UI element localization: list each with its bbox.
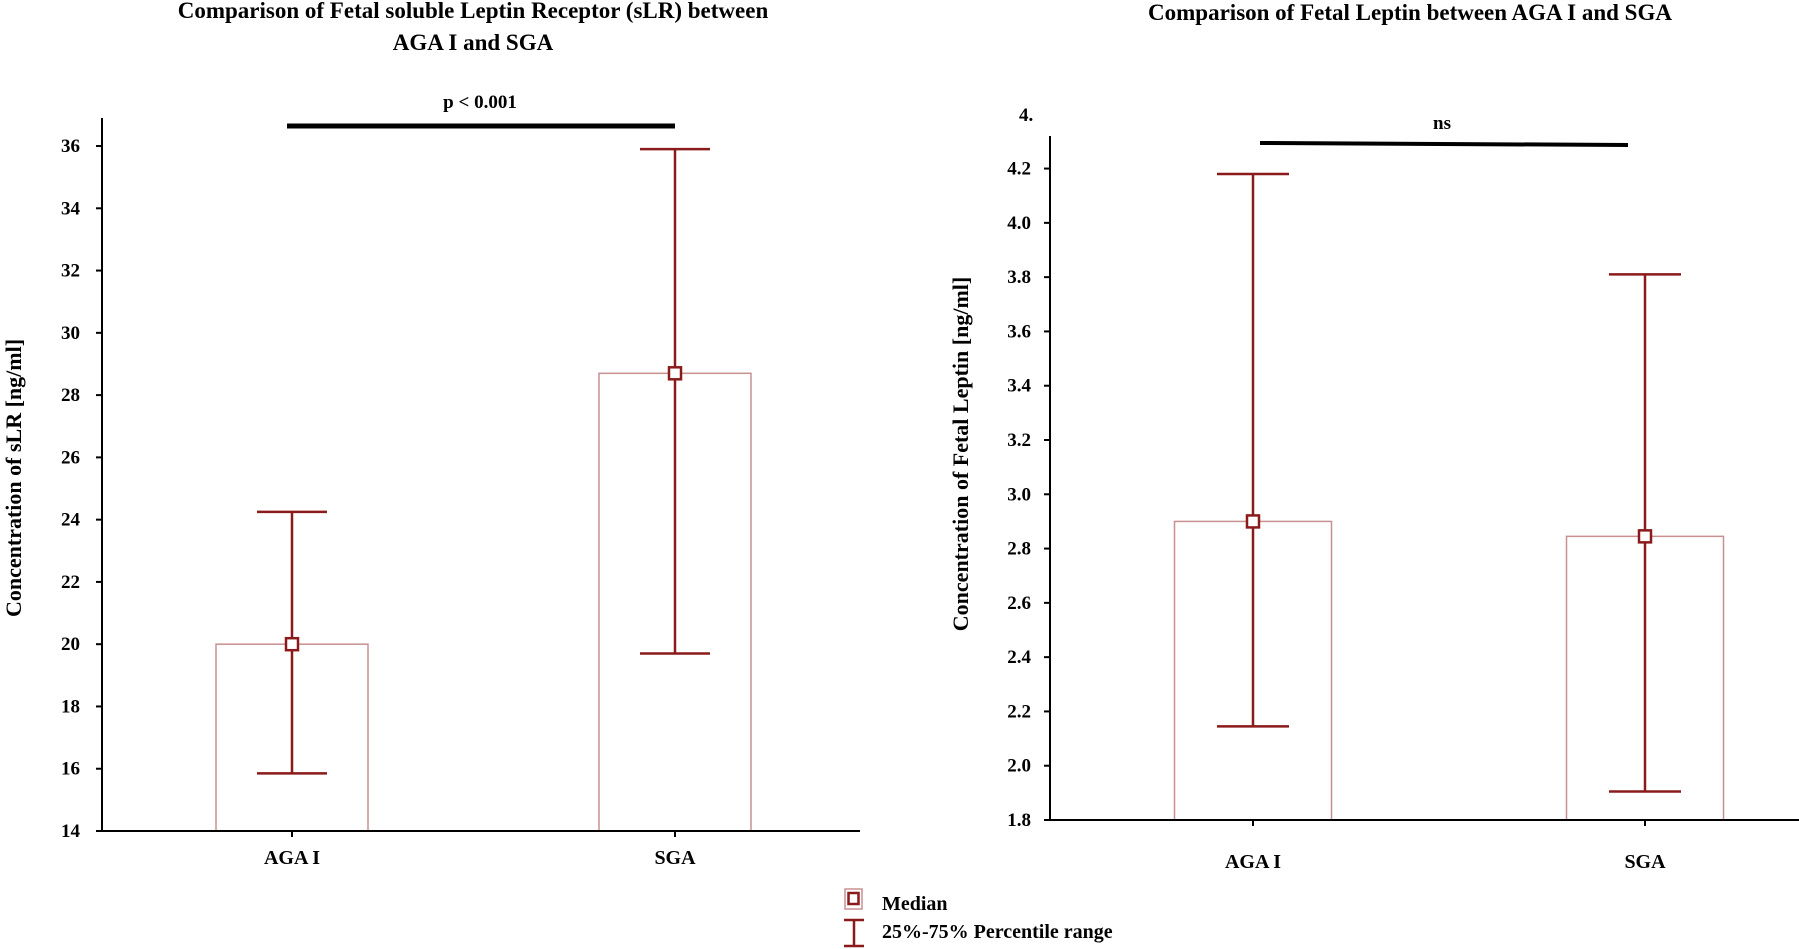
- chart-leptin-y-tick-label-2: 2.2: [1007, 701, 1031, 722]
- legend-range-label: 25%-75% Percentile range: [882, 921, 1113, 943]
- chart-leptin-y-tick-label-1: 2.0: [1007, 756, 1031, 777]
- chart-leptin-y-tick-label-0: 1.8: [1007, 810, 1031, 831]
- chart-leptin-y-tick-label-6: 3.0: [1007, 484, 1031, 505]
- chart-slr-title-line-2: AGA I and SGA: [393, 30, 554, 55]
- chart-leptin-median-marker-1: [1637, 529, 1653, 544]
- chart-slr-y-tick-label-8: 30: [61, 323, 80, 344]
- chart-leptin-y-tick-label-11: 4.0: [1007, 213, 1031, 234]
- chart-leptin-y-axis-label: Concentration of Fetal Leptin [ng/ml]: [948, 277, 973, 631]
- chart-leptin-y-tick-label-10: 3.8: [1007, 267, 1031, 288]
- chart-leptin-y-tick-label-7: 3.2: [1007, 430, 1031, 451]
- chart-leptin: Comparison of Fetal Leptin between AGA I…: [948, 0, 1799, 873]
- chart-slr-y-tick-label-5: 24: [61, 510, 81, 531]
- chart-slr-y-tick-label-6: 26: [61, 447, 80, 468]
- chart-leptin-significance-bar: [1259, 141, 1629, 147]
- chart-leptin-y-tick-label-9: 3.6: [1007, 321, 1031, 342]
- chart-slr-y-tick-label-9: 32: [61, 261, 80, 282]
- chart-leptin-median-marker-0: [1245, 514, 1261, 529]
- chart-slr-title-line-1: Comparison of Fetal soluble Leptin Recep…: [178, 0, 769, 23]
- chart-slr-y-tick-label-3: 20: [61, 634, 80, 655]
- chart-slr-y-tick-label-11: 36: [61, 136, 80, 157]
- chart-slr-y-tick-label-2: 18: [61, 696, 80, 717]
- chart-slr-category-label-1: SGA: [654, 847, 696, 869]
- chart-leptin-y-tick-label-3: 2.4: [1007, 647, 1031, 668]
- chart-leptin-y-tick-label-8: 3.4: [1007, 376, 1031, 397]
- legend: Median 25%-75% Percentile range: [844, 888, 1113, 948]
- chart-leptin-y-tick-label-5: 2.8: [1007, 539, 1031, 560]
- chart-leptin-y-tick-label-12: 4.2: [1007, 159, 1031, 180]
- chart-leptin-plot: 1.8 2.0 2.2 2.4 2.6 2.8 3.0 3.2 3.4 3.6 3.8 4.0 4.2 A…: [1007, 136, 1799, 873]
- legend-median-marker: [847, 891, 860, 906]
- chart-leptin-significance-label: ns: [1433, 113, 1451, 134]
- chart-slr-median-marker-0: [284, 636, 300, 652]
- chart-slr-plot: 14 16 18 20 22 24 26 28 30 32 34 36 AGA I SGA: [61, 118, 860, 869]
- legend-median-label: Median: [882, 893, 948, 915]
- chart-leptin-title: Comparison of Fetal Leptin between AGA I…: [1148, 0, 1672, 25]
- chart-slr-y-tick-label-0: 14: [61, 821, 81, 842]
- chart-slr-median-marker-1: [667, 366, 683, 381]
- chart-slr-y-axis-label: Concentration of sLR [ng/ml]: [1, 339, 26, 617]
- chart-slr-category-label-0: AGA I: [264, 847, 320, 869]
- chart-slr-y-tick-label-1: 16: [61, 759, 80, 780]
- chart-leptin-top-tick-label: 4.: [1019, 105, 1033, 126]
- chart-slr-y-tick-label-10: 34: [61, 198, 81, 219]
- chart-slr-significance-label: p < 0.001: [443, 92, 517, 113]
- chart-leptin-category-label-0: AGA I: [1225, 851, 1281, 873]
- chart-slr: Comparison of Fetal soluble Leptin Recep…: [1, 0, 860, 869]
- chart-slr-y-tick-label-4: 22: [61, 572, 80, 593]
- chart-slr-y-tick-label-7: 28: [61, 385, 80, 406]
- chart-leptin-y-tick-label-4: 2.6: [1007, 593, 1031, 614]
- chart-leptin-category-label-1: SGA: [1624, 851, 1666, 873]
